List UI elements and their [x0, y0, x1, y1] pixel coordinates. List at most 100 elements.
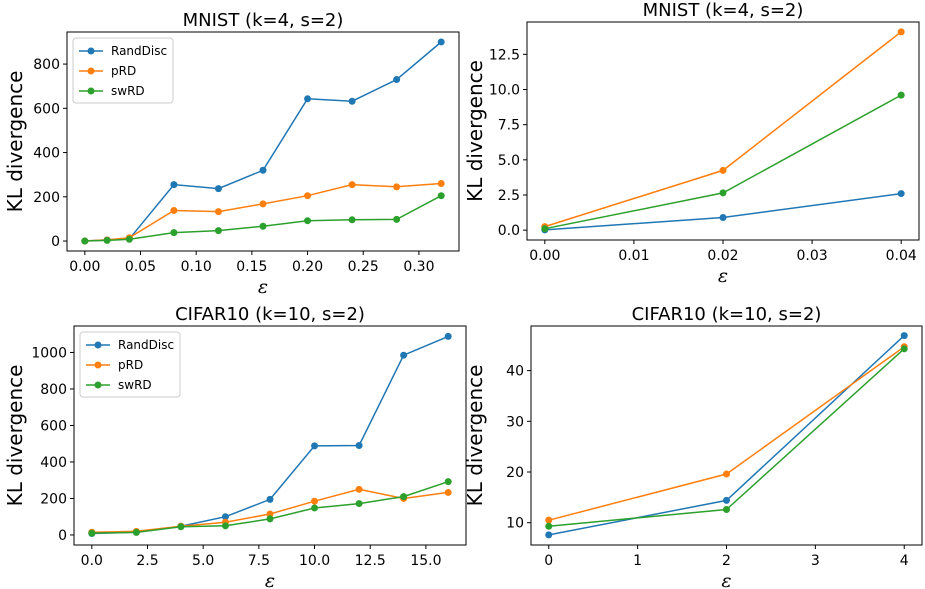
- data-point-randdisc: [304, 95, 312, 103]
- legend-marker-swrd: [87, 87, 95, 95]
- y-tick-label: 600: [40, 418, 67, 434]
- y-axis-label: KL divergence: [463, 60, 487, 202]
- data-point-swrd: [400, 493, 408, 501]
- data-point-randdisc: [400, 351, 408, 359]
- data-point-randdisc: [437, 38, 445, 46]
- data-point-swrd: [723, 506, 730, 514]
- data-point-prd: [545, 516, 553, 524]
- chart-panel-2: MNIST (k=4, s=2) 0.00 0.01 0.02 0.03 0.04 0.0 2…: [463, 0, 920, 287]
- chart-title: MNIST (k=4, s=2): [183, 10, 344, 31]
- x-tick-label: 5.0: [192, 553, 214, 569]
- data-point-prd: [897, 28, 905, 36]
- y-tick-label: 200: [33, 190, 60, 206]
- y-tick-label: 0: [51, 234, 60, 250]
- data-point-swrd: [266, 515, 274, 523]
- x-tick-label: 0.10: [181, 259, 212, 275]
- data-point-randdisc: [348, 97, 356, 105]
- data-point-randdisc: [355, 442, 363, 450]
- data-point-swrd: [304, 217, 312, 225]
- chart-title: CIFAR10 (k=10, s=2): [175, 304, 365, 325]
- series-line-prd: [544, 31, 902, 228]
- legend-marker-swrd: [94, 381, 102, 389]
- y-tick-label: 800: [40, 382, 67, 398]
- data-point-swrd: [132, 528, 140, 536]
- y-tick-label: 7.5: [498, 118, 520, 134]
- x-tick-label: 2: [722, 553, 731, 569]
- x-tick-label: 1: [633, 553, 642, 569]
- x-tick-label: 7.5: [248, 553, 270, 569]
- x-tick-label: 0.04: [886, 248, 917, 264]
- data-point-prd: [259, 200, 267, 208]
- chart-panel-3: CIFAR10 (k=10, s=2) 0.0 2.5 5.0 7.5 10.0 12.5 1…: [3, 304, 467, 589]
- legend-marker-prd: [87, 67, 95, 75]
- series-line-prd: [84, 182, 442, 242]
- data-point-randdisc: [900, 332, 908, 340]
- chart-title: CIFAR10 (k=10, s=2): [632, 304, 822, 325]
- y-tick-label: 20: [506, 465, 524, 481]
- data-point-swrd: [103, 236, 111, 244]
- data-point-swrd: [444, 478, 452, 486]
- data-point-randdisc: [311, 442, 319, 450]
- x-tick-label: 3: [811, 553, 820, 569]
- x-tick-label: 0.25: [348, 259, 379, 275]
- legend-marker-randdisc: [87, 47, 95, 55]
- chart-title: MNIST (k=4, s=2): [643, 0, 804, 21]
- legend-marker-prd: [94, 361, 102, 369]
- series-line-randdisc: [548, 335, 905, 536]
- plot-frame: [73, 325, 467, 546]
- series-line-randdisc: [544, 192, 902, 231]
- y-tick-label: 400: [40, 455, 67, 471]
- data-point-randdisc: [545, 531, 553, 539]
- x-tick-label: 0.03: [797, 248, 828, 264]
- x-axis-label: ε: [721, 570, 731, 589]
- data-point-randdisc: [259, 166, 267, 174]
- series-line-swrd: [91, 480, 449, 534]
- legend: RandDisc pRD swRD: [79, 331, 181, 398]
- data-point-prd: [437, 180, 445, 188]
- series-line-swrd: [84, 195, 442, 242]
- data-point-swrd: [259, 222, 267, 230]
- legend-box: [79, 331, 181, 398]
- data-point-swrd: [545, 522, 553, 530]
- chart-panel-1: MNIST (k=4, s=2) 0.00 0.05 0.10 0.15 0.20 0.25…: [3, 10, 460, 298]
- y-tick-label: 0: [58, 528, 67, 544]
- plot-frame: [526, 21, 920, 241]
- data-point-randdisc: [221, 513, 229, 521]
- y-tick-label: 10: [506, 516, 524, 532]
- x-tick-label: 0.15: [236, 259, 267, 275]
- data-point-swrd: [125, 235, 133, 243]
- data-point-swrd: [88, 529, 96, 537]
- data-point-prd: [304, 192, 312, 200]
- legend-label-randdisc: RandDisc: [118, 338, 174, 352]
- x-tick-label: 0: [544, 553, 553, 569]
- chart-panel-4: CIFAR10 (k=10, s=2) 0 1 2 3 4 10 20 30 40 ε KL dive…: [463, 304, 923, 589]
- data-point-swrd: [541, 225, 549, 233]
- data-point-swrd: [393, 215, 401, 223]
- data-point-swrd: [355, 500, 363, 508]
- x-tick-label: 4: [900, 553, 909, 569]
- y-tick-label: 800: [33, 57, 60, 73]
- y-tick-label: 10.0: [489, 83, 520, 99]
- data-point-swrd: [177, 523, 185, 531]
- data-point-swrd: [311, 504, 319, 512]
- data-point-randdisc: [444, 332, 452, 340]
- data-point-randdisc: [170, 181, 178, 189]
- y-tick-label: 0.0: [498, 223, 520, 239]
- data-point-randdisc: [719, 213, 727, 221]
- x-tick-label: 0.0: [81, 553, 103, 569]
- x-tick-label: 0.02: [707, 248, 738, 264]
- y-tick-label: 400: [33, 146, 60, 162]
- y-tick-label: 1000: [31, 345, 67, 361]
- x-tick-label: 12.5: [355, 553, 386, 569]
- y-tick-label: 30: [506, 414, 524, 430]
- legend-label-swrd: swRD: [118, 378, 152, 392]
- y-tick-label: 2.5: [498, 188, 520, 204]
- x-axis-label: ε: [718, 265, 728, 287]
- legend-marker-randdisc: [94, 341, 102, 349]
- x-tick-label: 0.30: [403, 259, 434, 275]
- data-point-swrd: [81, 237, 89, 245]
- y-axis-label: KL divergence: [463, 365, 487, 507]
- x-tick-label: 0.01: [618, 248, 649, 264]
- legend: RandDisc pRD swRD: [72, 37, 174, 104]
